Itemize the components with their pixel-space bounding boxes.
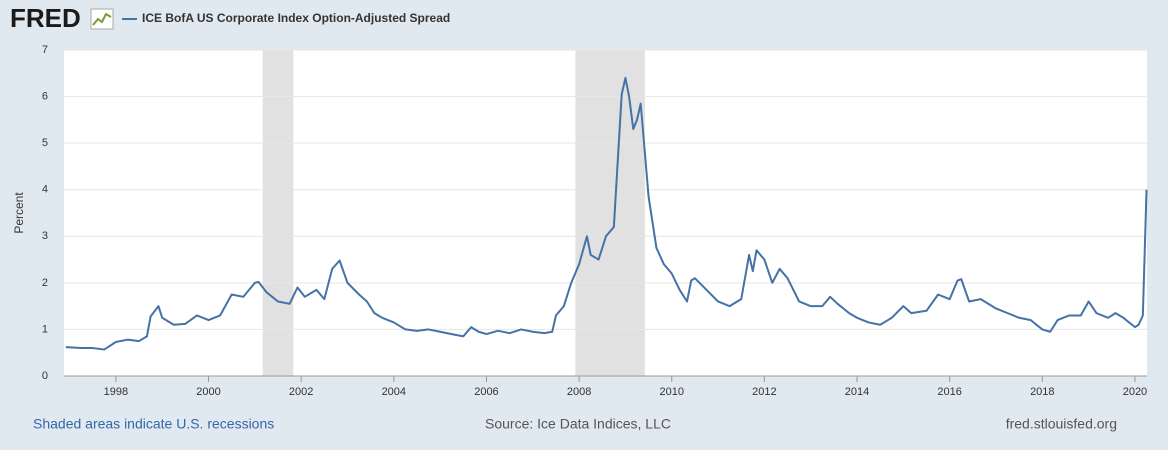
x-tick-label: 2016: [937, 386, 961, 398]
series-line: [65, 76, 1148, 351]
x-tick-label: 2020: [1123, 386, 1147, 398]
x-tick-label: 2012: [752, 386, 776, 398]
site-note[interactable]: fred.stlouisfed.org: [1006, 416, 1117, 432]
x-tick-label: 2014: [845, 386, 869, 398]
legend-label: ICE BofA US Corporate Index Option-Adjus…: [142, 11, 450, 25]
recession-note[interactable]: Shaded areas indicate U.S. recessions: [33, 416, 274, 432]
y-tick-label: 3: [42, 230, 48, 242]
x-tick-label: 2000: [196, 386, 220, 398]
x-tick-label: 2006: [474, 386, 498, 398]
y-axis-label: Percent: [12, 192, 26, 234]
y-tick-label: 2: [42, 277, 48, 289]
y-tick-label: 0: [42, 370, 48, 382]
y-tick-label: 5: [42, 137, 48, 149]
logo: FRED: [10, 3, 81, 33]
y-tick-label: 4: [42, 184, 48, 196]
x-tick-label: 2008: [567, 386, 591, 398]
y-tick-label: 6: [42, 90, 48, 102]
x-tick-label: 2010: [659, 386, 683, 398]
x-tick-label: 2018: [1030, 386, 1054, 398]
x-tick-label: 2002: [289, 386, 313, 398]
source-note: Source: Ice Data Indices, LLC: [485, 416, 671, 432]
logo-icon: [90, 8, 114, 30]
x-tick-label: 1998: [104, 386, 128, 398]
y-tick-label: 1: [42, 323, 48, 335]
recession-shade: [575, 50, 645, 376]
recession-shade: [262, 50, 294, 376]
y-tick-label: 7: [42, 44, 48, 56]
x-tick-label: 2004: [382, 386, 406, 398]
